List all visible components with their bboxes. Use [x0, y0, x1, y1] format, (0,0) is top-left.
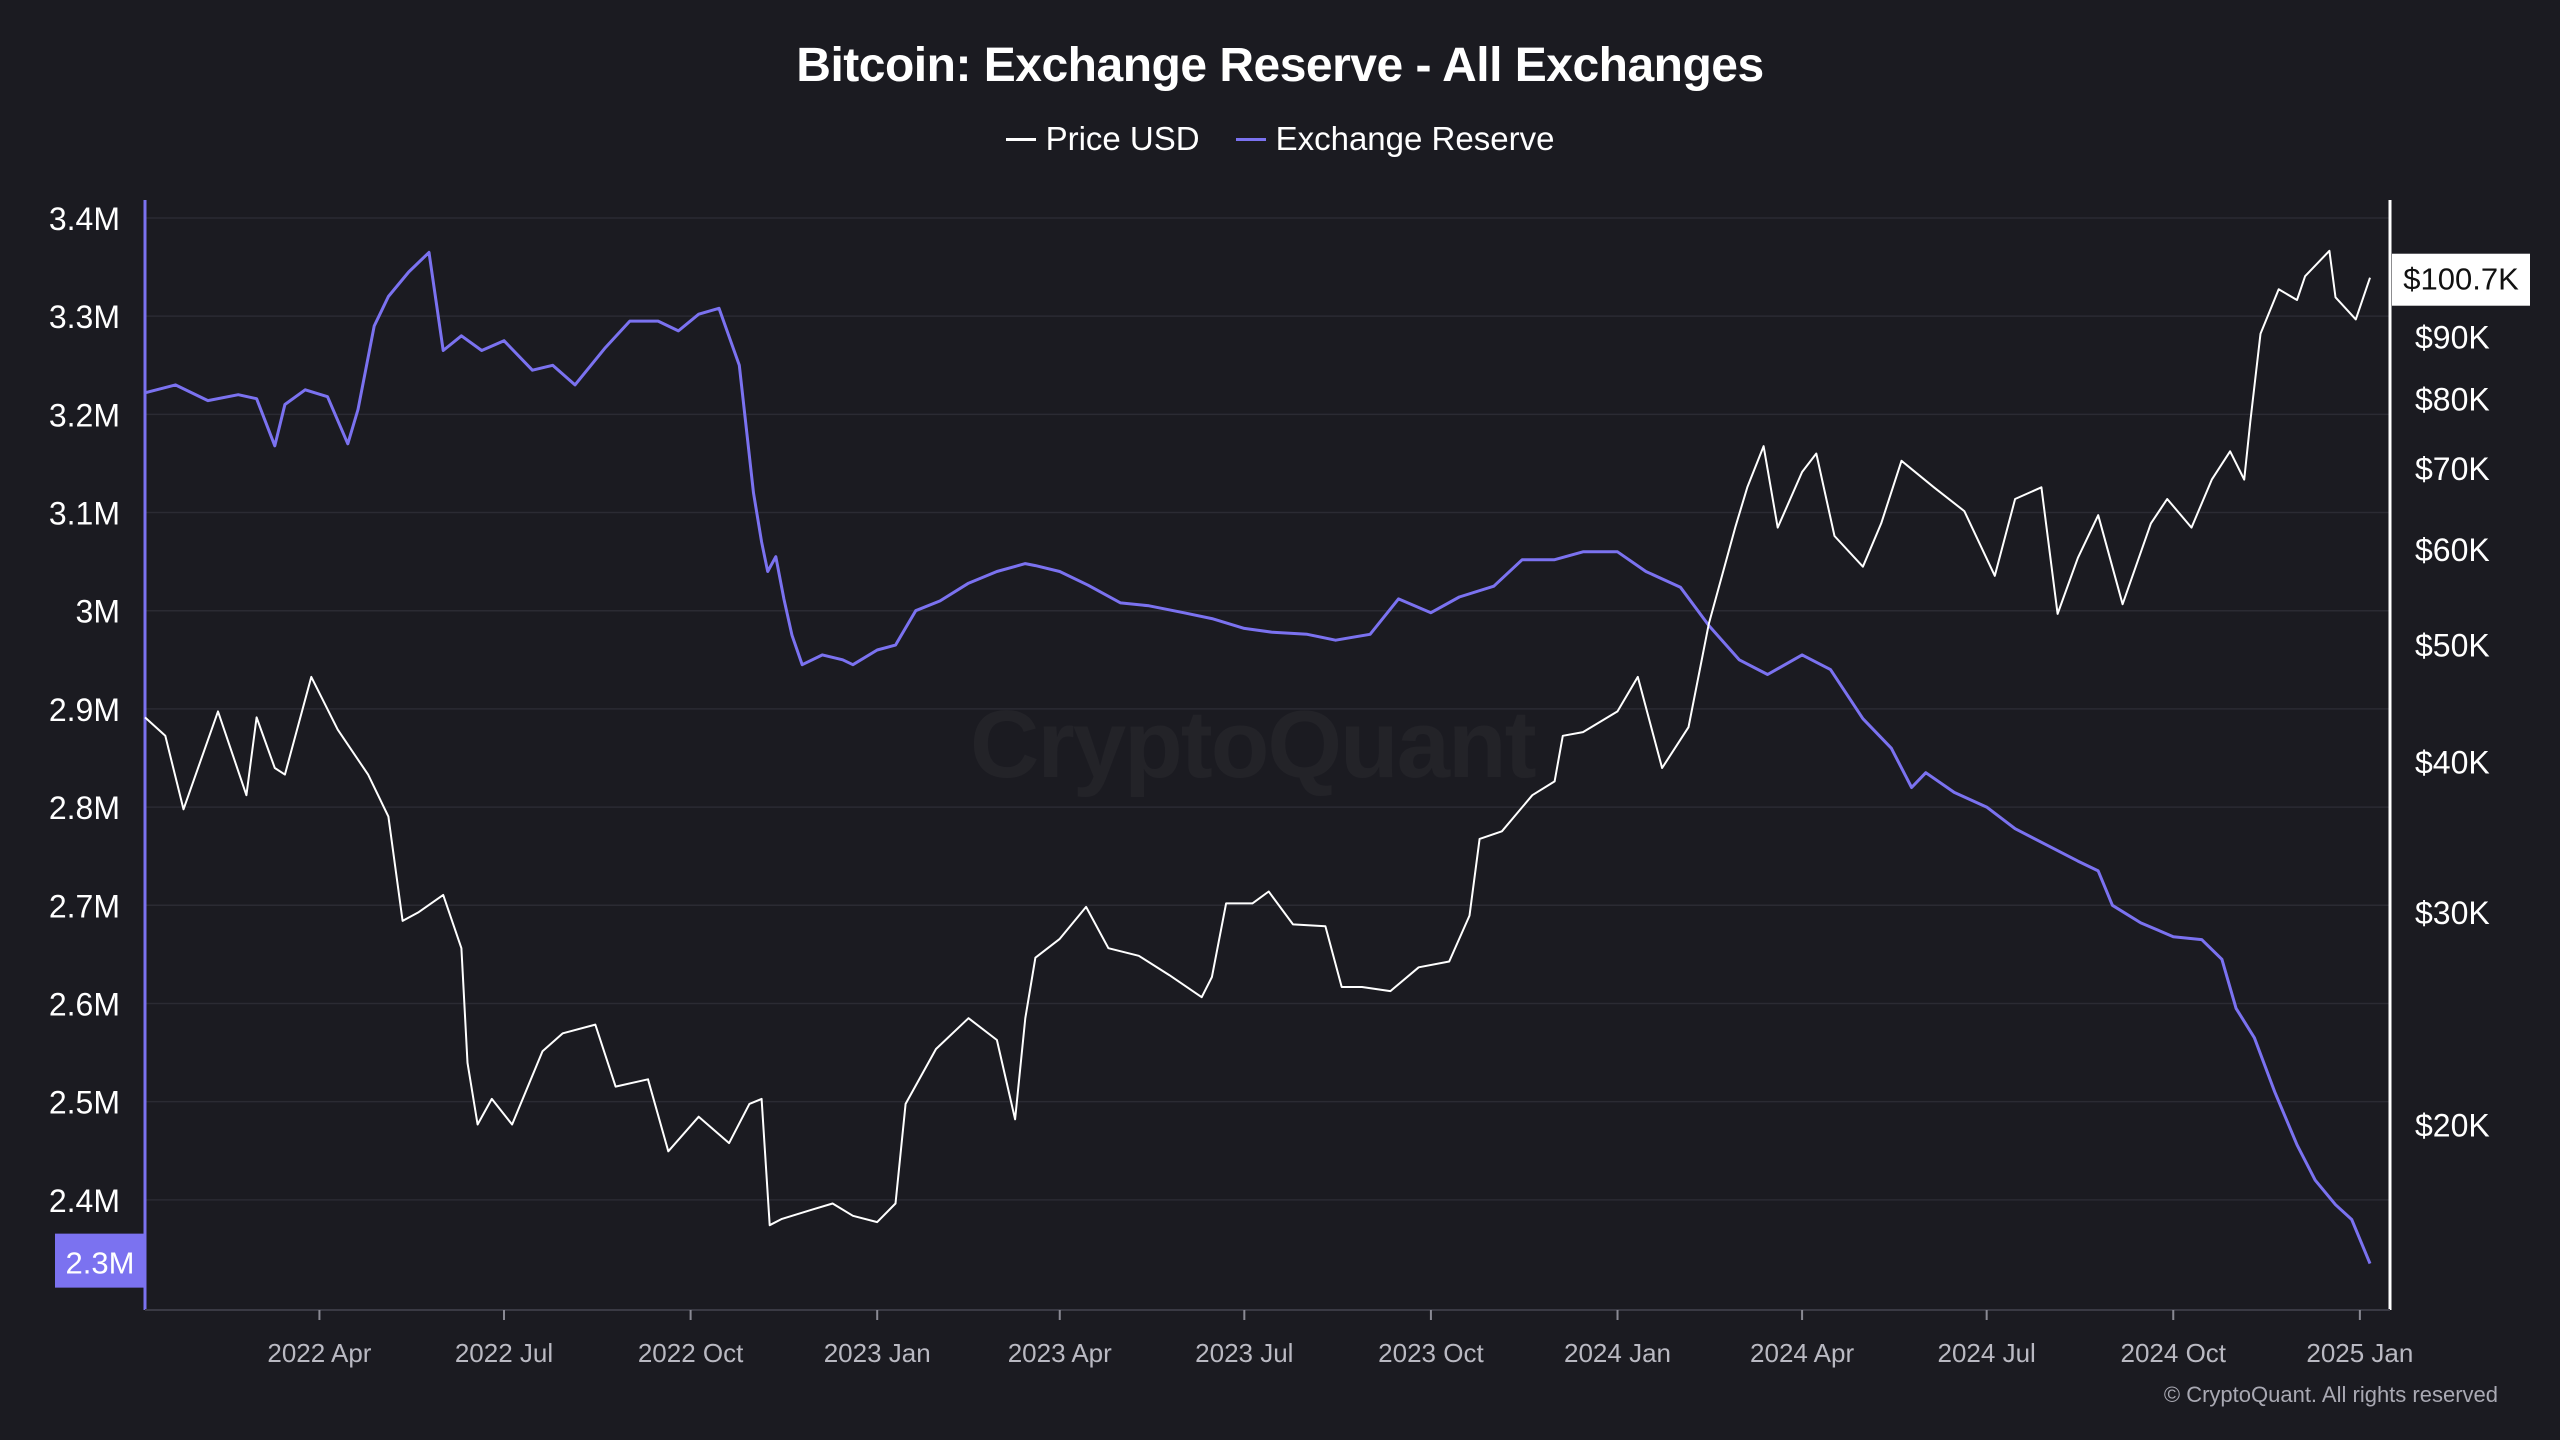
legend-item-reserve[interactable]: Exchange Reserve: [1235, 120, 1555, 158]
y-left-tick-label: 2.8M: [49, 790, 120, 826]
series-line-price: [144, 249, 2371, 1227]
y-right-tick-label: $40K: [2415, 744, 2490, 780]
y-left-tick-label: 2.7M: [49, 888, 120, 924]
y-right-tick-label: $50K: [2415, 627, 2490, 663]
x-tick-label: 2023 Oct: [1378, 1338, 1484, 1368]
y-right-tick-label: $30K: [2415, 895, 2490, 931]
legend-label-price: Price USD: [1045, 120, 1200, 157]
current-value-badge-right: $100.7K: [2392, 253, 2530, 306]
y-left-tick-label: 2.4M: [49, 1183, 120, 1219]
badge-text: 2.3M: [66, 1246, 135, 1281]
y-left-tick-label: 3.3M: [49, 299, 120, 335]
x-tick-label: 2023 Jan: [824, 1338, 931, 1368]
y-left-tick-label: 2.6M: [49, 986, 120, 1022]
badge-bg: [2392, 253, 2530, 306]
x-tick-label: 2022 Oct: [638, 1338, 744, 1368]
legend-label-reserve: Exchange Reserve: [1275, 120, 1555, 157]
badge-text: $100.7K: [2403, 262, 2519, 297]
x-tick-label: 2024 Oct: [2121, 1338, 2227, 1368]
copyright-notice: © CryptoQuant. All rights reserved: [2163, 1382, 2498, 1407]
y-right-tick-label: $60K: [2415, 532, 2490, 568]
current-value-badge-left: 2.3M: [55, 1233, 145, 1288]
legend: Price USD Exchange Reserve: [0, 120, 2560, 158]
x-tick-label: 2023 Jul: [1195, 1338, 1293, 1368]
x-tick-label: 2024 Jul: [1938, 1338, 2036, 1368]
y-left-tick-label: 2.5M: [49, 1085, 120, 1121]
y-right-tick-label: $20K: [2415, 1107, 2490, 1143]
x-tick-label: 2022 Jul: [455, 1338, 553, 1368]
y-left-tick-label: 3.2M: [49, 397, 120, 433]
chart-title: Bitcoin: Exchange Reserve - All Exchange…: [796, 39, 1764, 92]
y-right-tick-label: $80K: [2415, 381, 2490, 417]
legend-item-price[interactable]: Price USD: [1005, 120, 1200, 158]
legend-swatch-reserve: [1235, 137, 1266, 141]
legend-swatch-price: [1005, 137, 1036, 141]
series-line-exchange-reserve: [144, 250, 2372, 1265]
y-left-tick-label: 3.4M: [49, 201, 120, 237]
y-right-tick-label: $90K: [2415, 320, 2490, 356]
badge-bg: [55, 1233, 145, 1288]
y-right-tick-label: $70K: [2415, 451, 2490, 487]
y-left-tick-label: 3.1M: [49, 496, 120, 532]
x-tick-label: 2023 Apr: [1008, 1338, 1112, 1368]
x-tick-label: 2024 Jan: [1564, 1338, 1671, 1368]
y-left-tick-label: 2.9M: [49, 692, 120, 728]
x-tick-label: 2024 Apr: [1750, 1338, 1854, 1368]
x-tick-label: 2025 Jan: [2306, 1338, 2413, 1368]
y-left-tick-label: 3M: [76, 594, 120, 630]
x-tick-label: 2022 Apr: [267, 1338, 371, 1368]
